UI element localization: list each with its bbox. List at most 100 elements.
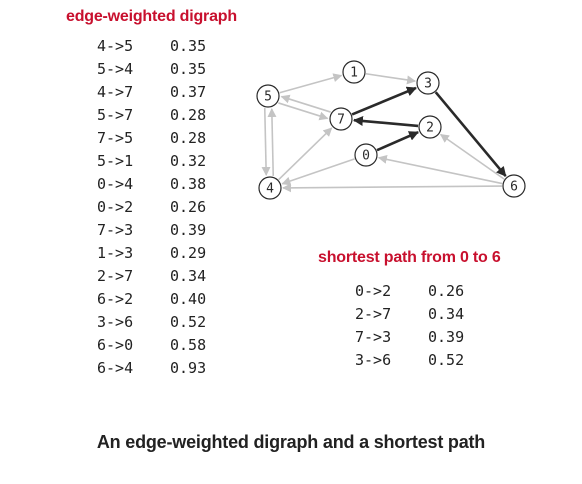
edge-arrow — [278, 127, 333, 181]
edge-arrow — [278, 102, 329, 121]
edge-arrow — [365, 72, 417, 85]
edge-row: 0->4 0.38 — [97, 173, 206, 196]
edge-arrow — [439, 133, 505, 180]
node-label: 0 — [362, 149, 370, 164]
path-edge-arrow — [351, 86, 417, 116]
node-label: 4 — [266, 182, 274, 197]
edge-endpoints: 7->3 — [97, 221, 134, 239]
shortest-path-edge-list: 0->2 0.26 2->7 0.34 7->3 0.39 3->6 0.52 — [355, 280, 464, 372]
node-circle — [502, 174, 526, 198]
edge-endpoints: 0->4 — [97, 175, 134, 193]
edge-row: 2->7 0.34 — [97, 265, 206, 288]
edge-row: 6->0 0.58 — [97, 334, 206, 357]
edge-endpoints: 5->7 — [97, 106, 134, 124]
edge-row: 5->1 0.32 — [97, 150, 206, 173]
node-circle — [342, 60, 366, 84]
path-edge-arrow — [376, 131, 420, 152]
graph-node: 6 — [502, 174, 526, 198]
edge-row: 4->7 0.37 — [97, 81, 206, 104]
edge-endpoints: 5->4 — [97, 60, 134, 78]
edge-weight: 0.28 — [170, 129, 207, 147]
node-circle — [354, 143, 378, 167]
node-label: 6 — [510, 180, 518, 195]
node-label: 2 — [426, 121, 434, 136]
node-circle — [256, 84, 280, 108]
shortest-path-edge-row: 7->3 0.39 — [355, 326, 464, 349]
edge-weight: 0.39 — [428, 328, 465, 346]
shortest-path-edge-row: 3->6 0.52 — [355, 349, 464, 372]
node-layer: 0 1 2 3 4 5 6 7 — [256, 60, 526, 200]
graph-node: 5 — [256, 84, 280, 108]
edge-weight: 0.34 — [428, 305, 465, 323]
node-circle — [258, 176, 282, 200]
node-label: 1 — [350, 66, 358, 81]
edge-list: 4->5 0.35 5->4 0.35 4->7 0.37 5->7 0.28 7->5 0.28… — [97, 35, 206, 380]
edge-row: 3->6 0.52 — [97, 311, 206, 334]
edge-endpoints: 3->6 — [355, 351, 392, 369]
edge-weight: 0.28 — [170, 106, 207, 124]
edge-weight: 0.39 — [170, 221, 207, 239]
edge-endpoints: 6->0 — [97, 336, 134, 354]
edge-arrow — [281, 158, 355, 186]
edge-weight: 0.26 — [428, 282, 465, 300]
node-label: 3 — [424, 77, 432, 92]
figure-caption: An edge-weighted digraph and a shortest … — [96, 432, 486, 452]
edge-row: 6->4 0.93 — [97, 357, 206, 380]
edge-weight: 0.26 — [170, 198, 207, 216]
shortest-path-edge-row: 2->7 0.34 — [355, 303, 464, 326]
edge-row: 5->4 0.35 — [97, 58, 206, 81]
edge-endpoints: 6->4 — [97, 359, 134, 377]
edge-row: 6->2 0.40 — [97, 288, 206, 311]
node-label: 7 — [337, 113, 345, 128]
edge-row: 0->2 0.26 — [97, 196, 206, 219]
edge-row: 5->7 0.28 — [97, 104, 206, 127]
edge-row: 7->5 0.28 — [97, 127, 206, 150]
graph-node: 1 — [342, 60, 366, 84]
edge-row: 7->3 0.39 — [97, 219, 206, 242]
edge-arrow — [267, 108, 277, 176]
graph-node: 2 — [418, 115, 442, 139]
graph-node: 4 — [258, 176, 282, 200]
edge-weight: 0.52 — [170, 313, 207, 331]
edge-endpoints: 6->2 — [97, 290, 134, 308]
node-circle — [418, 115, 442, 139]
edge-endpoints: 7->5 — [97, 129, 134, 147]
edge-endpoints: 4->5 — [97, 37, 134, 55]
graph-node: 3 — [416, 71, 440, 95]
edge-row: 4->5 0.35 — [97, 35, 206, 58]
edge-arrow — [282, 183, 503, 193]
node-circle — [329, 107, 353, 131]
edge-weight: 0.38 — [170, 175, 207, 193]
edge-row: 1->3 0.29 — [97, 242, 206, 265]
edge-weight: 0.93 — [170, 359, 207, 377]
node-label: 5 — [264, 90, 272, 105]
edge-weight: 0.37 — [170, 83, 207, 101]
graph-node: 0 — [354, 143, 378, 167]
edge-weight: 0.34 — [170, 267, 207, 285]
edge-endpoints: 0->2 — [355, 282, 392, 300]
node-circle — [416, 71, 440, 95]
edge-weight: 0.58 — [170, 336, 207, 354]
edge-endpoints: 2->7 — [355, 305, 392, 323]
edge-endpoints: 4->7 — [97, 83, 134, 101]
edge-weight: 0.35 — [170, 37, 207, 55]
edge-weight: 0.29 — [170, 244, 207, 262]
path-edge-arrow — [434, 91, 507, 177]
edge-endpoints: 3->6 — [97, 313, 134, 331]
path-edge-arrow — [352, 115, 419, 128]
edge-endpoints: 1->3 — [97, 244, 134, 262]
shortest-path-heading: shortest path from 0 to 6 — [318, 249, 501, 266]
edge-arrow — [377, 154, 503, 185]
edge-endpoints: 5->1 — [97, 152, 134, 170]
edge-endpoints: 0->2 — [97, 198, 134, 216]
edge-arrow — [280, 94, 331, 113]
edge-weight: 0.40 — [170, 290, 207, 308]
edge-layer — [261, 72, 507, 193]
edge-arrow — [279, 73, 343, 94]
edge-weight: 0.32 — [170, 152, 207, 170]
edge-endpoints: 7->3 — [355, 328, 392, 346]
edge-weight: 0.35 — [170, 60, 207, 78]
edge-weight: 0.52 — [428, 351, 465, 369]
edge-arrow — [261, 108, 271, 176]
